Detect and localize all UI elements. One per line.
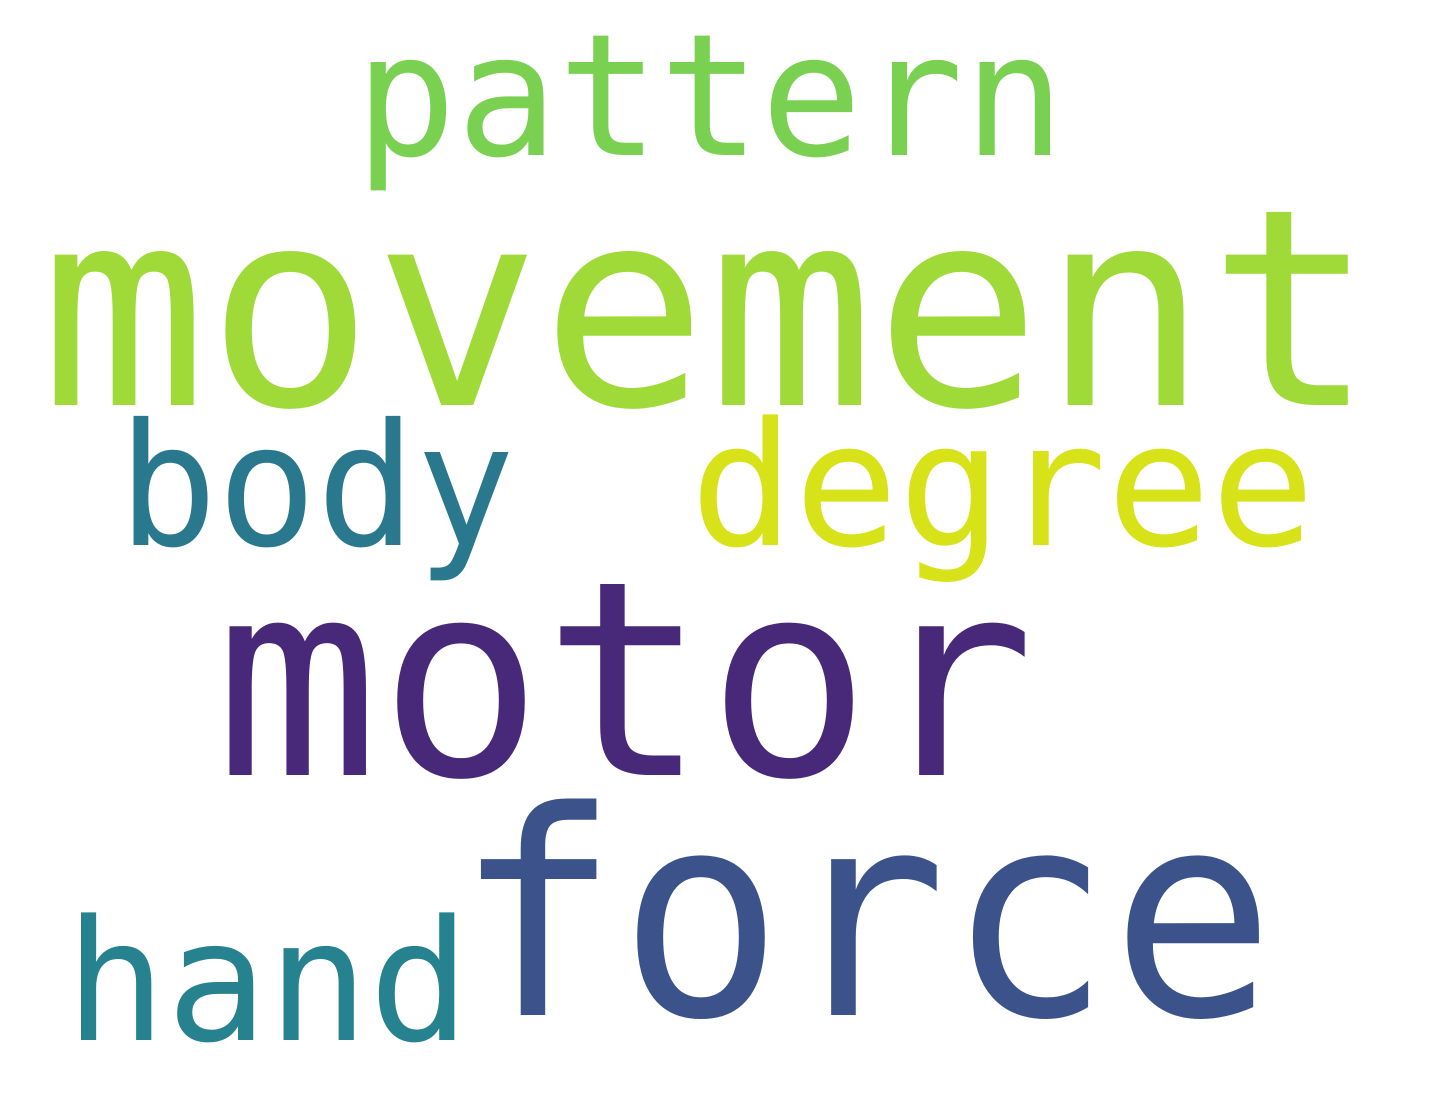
word: body bbox=[118, 388, 515, 586]
word: hand bbox=[65, 884, 470, 1080]
word: degree bbox=[690, 385, 1315, 586]
word: pattern bbox=[355, 0, 1065, 196]
word: motor bbox=[215, 524, 1035, 840]
word: force bbox=[455, 751, 1275, 1083]
word: movement bbox=[40, 150, 1375, 470]
